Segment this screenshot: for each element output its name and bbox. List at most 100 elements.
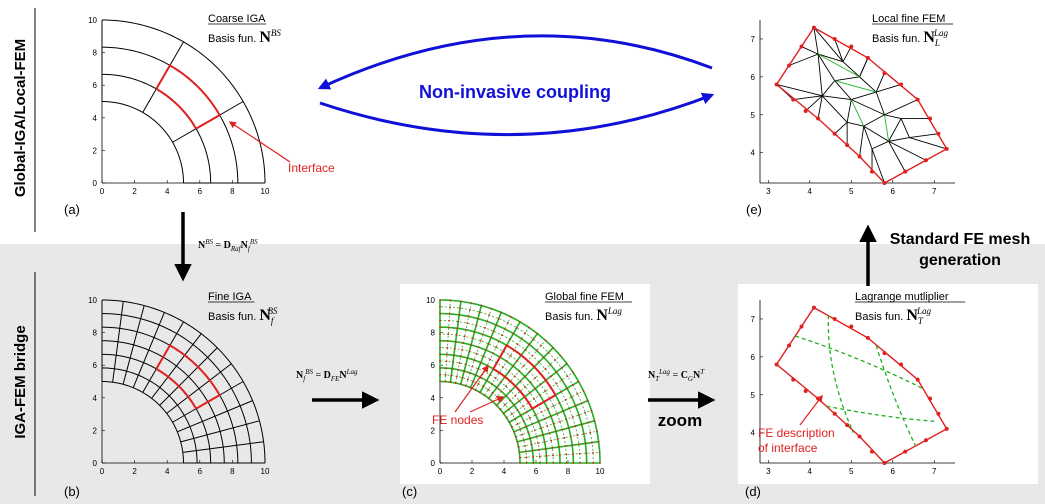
fe-node	[522, 420, 525, 422]
fe-node	[513, 375, 516, 378]
fe-node	[536, 332, 539, 335]
fe-node	[525, 456, 528, 459]
triangle-edge	[863, 125, 889, 142]
fe-node	[539, 462, 541, 464]
fe-node	[518, 451, 521, 454]
triangle-edge	[817, 95, 823, 119]
panel-title: Local fine FEM	[872, 13, 945, 25]
mesh-arc	[101, 73, 212, 184]
green-mesh-edge	[817, 53, 860, 78]
interface-node	[845, 143, 850, 148]
fe-node	[452, 361, 454, 363]
panel-letter: (c)	[402, 484, 417, 499]
green-mesh-edge	[834, 80, 877, 93]
fe-node	[538, 455, 541, 458]
fe-node	[580, 423, 583, 426]
fe-node	[549, 363, 552, 366]
fe-node	[513, 404, 515, 407]
fe-node	[568, 407, 571, 410]
y-tick-label: 10	[88, 16, 97, 25]
fe-node	[451, 367, 454, 370]
interface-node	[845, 423, 850, 428]
fe-nodes-pointer	[454, 364, 489, 413]
fe-node	[477, 382, 480, 385]
fe-node	[528, 417, 531, 419]
fe-node	[582, 390, 585, 392]
x-tick-label: 3	[766, 187, 771, 196]
y-tick-label: 2	[93, 426, 98, 435]
fe-node	[519, 462, 521, 464]
fe-node	[577, 414, 580, 416]
fe-node	[446, 346, 449, 349]
lagrange-element-line	[826, 405, 935, 422]
interface-node	[811, 25, 816, 30]
fe-node	[506, 322, 509, 324]
fe-node	[518, 400, 521, 402]
y-tick-label: 0	[93, 459, 98, 468]
fe-node	[475, 324, 478, 327]
fe-node	[551, 447, 554, 449]
fe-node	[543, 440, 546, 443]
fe-node	[514, 435, 517, 438]
triangle-edge	[842, 61, 860, 78]
interface-boundary	[155, 343, 221, 410]
fe-nodes-pointer	[469, 396, 505, 413]
x-tick-label: 10	[596, 467, 605, 476]
fe-node	[512, 332, 515, 335]
y-tick-label: 5	[751, 391, 756, 400]
fe-node	[459, 300, 462, 303]
fe-node	[599, 462, 601, 464]
mesh-radial	[132, 312, 165, 388]
x-tick-label: 4	[808, 187, 813, 196]
fe-node	[467, 315, 470, 318]
x-tick-label: 4	[165, 467, 170, 476]
x-tick-label: 6	[198, 187, 203, 196]
fe-node	[521, 433, 523, 436]
fe-node	[535, 349, 538, 352]
fe-node	[591, 441, 593, 444]
panel-letter: (a)	[64, 202, 80, 217]
fe-node	[450, 374, 453, 377]
fe-node	[496, 395, 499, 398]
x-tick-label: 8	[230, 467, 235, 476]
interface-node	[787, 343, 792, 348]
fe-node	[505, 416, 508, 419]
fe-node	[540, 344, 542, 347]
fe-node	[444, 373, 447, 376]
fe-node	[565, 462, 568, 464]
fe-node	[516, 343, 519, 346]
interface-node	[832, 36, 837, 41]
interface-node	[811, 305, 816, 310]
fe-node	[548, 432, 551, 435]
fe-node	[538, 361, 540, 364]
triangle-edge	[909, 133, 939, 138]
fe-node	[444, 380, 447, 383]
fe-node	[469, 308, 471, 311]
fe-node	[522, 365, 525, 367]
fe-node	[487, 397, 490, 400]
x-tick-label: 6	[891, 187, 896, 196]
triangle-edge	[817, 54, 823, 96]
fe-node	[439, 373, 441, 376]
fe-node	[485, 349, 487, 351]
x-tick-label: 10	[261, 187, 270, 196]
svg-text:NBS = DRafNfBS: NBS = DRafNfBS	[198, 238, 258, 253]
fe-node	[499, 408, 502, 411]
fe-description-pointer	[799, 394, 823, 426]
fe-node	[439, 367, 441, 369]
fe-node	[511, 413, 513, 415]
triangle-edge	[871, 148, 885, 184]
panel-a-coarse-iga: 0 2 4 6 8 10 0 2 4 6 8 10 Coarse IGA Basis fun. NBS In…	[64, 13, 335, 217]
fe-node	[566, 387, 568, 390]
fe-node	[564, 445, 567, 448]
panel-c-background	[400, 284, 650, 484]
fe-node	[487, 388, 490, 391]
interface-node	[928, 116, 933, 121]
interface-node	[936, 131, 941, 136]
x-tick-label: 4	[808, 467, 813, 476]
fe-node	[547, 351, 550, 354]
interface-node	[865, 335, 870, 340]
triangle-edge	[884, 99, 918, 116]
fe-node	[448, 319, 451, 322]
fe-node	[498, 340, 500, 343]
